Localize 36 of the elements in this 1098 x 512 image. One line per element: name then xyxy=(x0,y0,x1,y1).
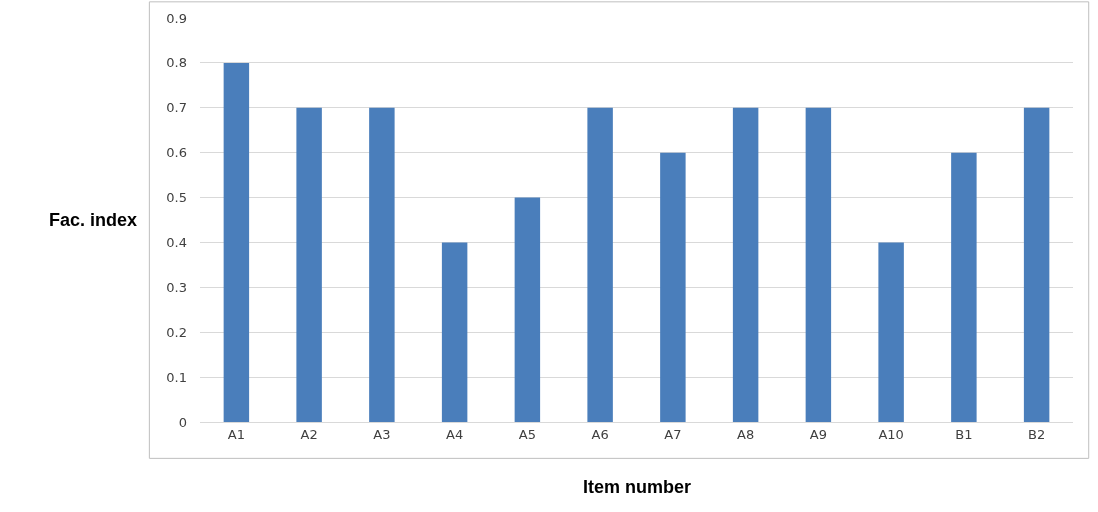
y-axis-title: Fac. index xyxy=(49,210,138,230)
y-tick-label: 0 xyxy=(178,414,187,430)
bar xyxy=(441,242,468,422)
x-tick-label: A8 xyxy=(737,426,755,442)
x-tick-label: A10 xyxy=(878,426,904,442)
y-tick-label: 0.6 xyxy=(166,145,187,161)
y-tick-label: 0.3 xyxy=(166,279,187,295)
y-tick-label: 0.4 xyxy=(166,234,187,250)
bar xyxy=(223,62,250,422)
bar xyxy=(296,107,322,422)
x-tick-label: A6 xyxy=(591,426,609,442)
x-tick-label: A9 xyxy=(809,426,827,442)
bar xyxy=(587,107,613,422)
y-tick-label: 0.1 xyxy=(166,369,187,385)
y-tick-label: 0.8 xyxy=(166,55,187,71)
bar xyxy=(1023,107,1050,422)
bar xyxy=(369,107,395,422)
bar xyxy=(660,152,686,422)
x-tick-label: A5 xyxy=(518,426,536,442)
x-tick-label: A3 xyxy=(373,426,391,442)
x-tick-label: A7 xyxy=(664,426,682,442)
bar xyxy=(514,197,541,422)
x-axis-title: Item number xyxy=(583,477,692,497)
y-tick-label: 0.2 xyxy=(166,324,187,340)
y-tick-label: 0.5 xyxy=(166,190,187,206)
y-tick-label: 0.7 xyxy=(166,100,187,116)
bar xyxy=(732,107,759,422)
x-tick-label: B2 xyxy=(1028,426,1046,442)
bar xyxy=(878,242,904,422)
x-tick-label: A4 xyxy=(446,426,464,442)
bar xyxy=(951,152,977,422)
x-tick-label: B1 xyxy=(955,426,973,442)
y-tick-label: 0.9 xyxy=(166,10,187,26)
x-tick-label: A2 xyxy=(300,426,318,442)
x-tick-label: A1 xyxy=(227,426,245,442)
bar xyxy=(805,107,832,422)
